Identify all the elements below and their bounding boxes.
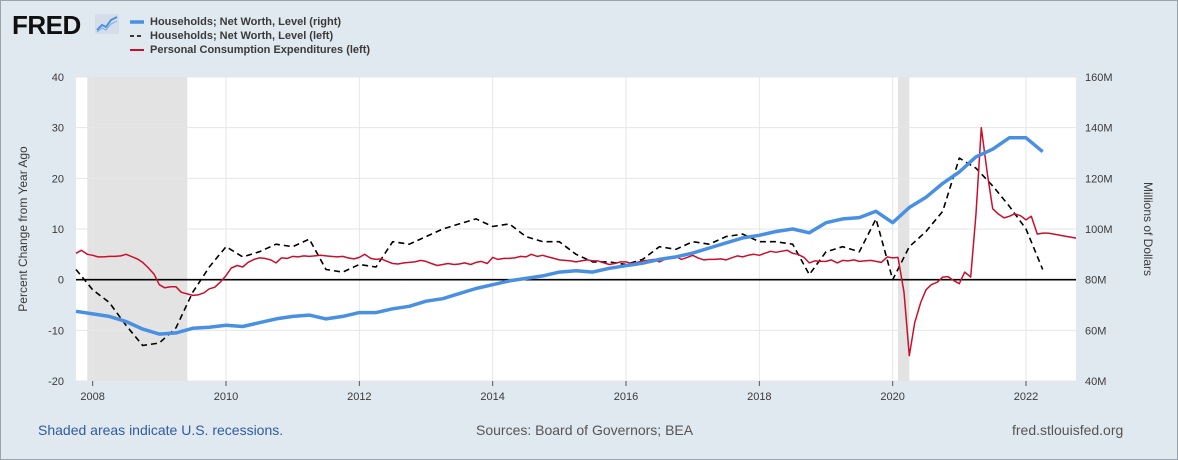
site-link[interactable]: fred.stlouisfed.org bbox=[1012, 422, 1124, 438]
x-tick-label: 2016 bbox=[614, 391, 638, 403]
x-tick-label: 2010 bbox=[214, 391, 238, 403]
sources-text: Sources: Board of Governors; BEA bbox=[476, 422, 694, 438]
x-tick-label: 2022 bbox=[1014, 391, 1038, 403]
y-right-tick-label: 160M bbox=[1085, 72, 1113, 84]
y-right-tick-label: 100M bbox=[1085, 224, 1113, 236]
y-axis-right-title: Millions of Dollars bbox=[1141, 182, 1155, 276]
y-left-tick-label: 40 bbox=[52, 72, 64, 84]
legend-label: Households; Net Worth, Level (left) bbox=[150, 30, 334, 42]
y-left-tick-label: 30 bbox=[52, 123, 64, 135]
legend-item[interactable]: Households; Net Worth, Level (right) bbox=[130, 15, 370, 29]
y-left-tick-label: -10 bbox=[48, 325, 64, 337]
x-tick-label: 2018 bbox=[747, 391, 771, 403]
y-right-tick-label: 60M bbox=[1085, 325, 1106, 337]
y-right-tick-label: 140M bbox=[1085, 123, 1113, 135]
legend-label: Households; Net Worth, Level (right) bbox=[150, 16, 342, 28]
legend-swatch-net-worth-right bbox=[130, 20, 144, 24]
y-left-tick-label: 20 bbox=[52, 173, 64, 185]
x-tick-label: 2008 bbox=[80, 391, 104, 403]
y-axis-left-title: Percent Change from Year Ago bbox=[16, 146, 30, 312]
legend-item[interactable]: Households; Net Worth, Level (left) bbox=[130, 29, 370, 43]
y-right-tick-label: 40M bbox=[1085, 376, 1106, 388]
y-left-tick-label: 10 bbox=[52, 224, 64, 236]
recession-note-link[interactable]: Shaded areas indicate U.S. recessions. bbox=[38, 422, 284, 438]
y-left-tick-label: 0 bbox=[58, 275, 64, 287]
legend-item[interactable]: Personal Consumption Expenditures (left) bbox=[130, 43, 370, 57]
series-line-net-worth-right bbox=[75, 136, 1044, 336]
series-line-net-worth-left bbox=[75, 157, 1044, 347]
fred-logo[interactable]: FRED bbox=[12, 10, 81, 40]
x-tick-label: 2012 bbox=[347, 391, 371, 403]
y-right-tick-label: 80M bbox=[1085, 275, 1106, 287]
x-tick-label: 2014 bbox=[480, 391, 504, 403]
legend: Households; Net Worth, Level (right) Hou… bbox=[130, 15, 370, 57]
x-tick-label: 2020 bbox=[880, 391, 904, 403]
fred-chart-icon bbox=[95, 14, 119, 34]
y-left-tick-label: -20 bbox=[48, 376, 64, 388]
legend-swatch-pce bbox=[130, 49, 144, 51]
legend-swatch-net-worth-left bbox=[130, 35, 144, 37]
y-right-tick-label: 120M bbox=[1085, 173, 1113, 185]
legend-label: Personal Consumption Expenditures (left) bbox=[150, 44, 371, 56]
series-line-pce bbox=[75, 126, 1077, 357]
